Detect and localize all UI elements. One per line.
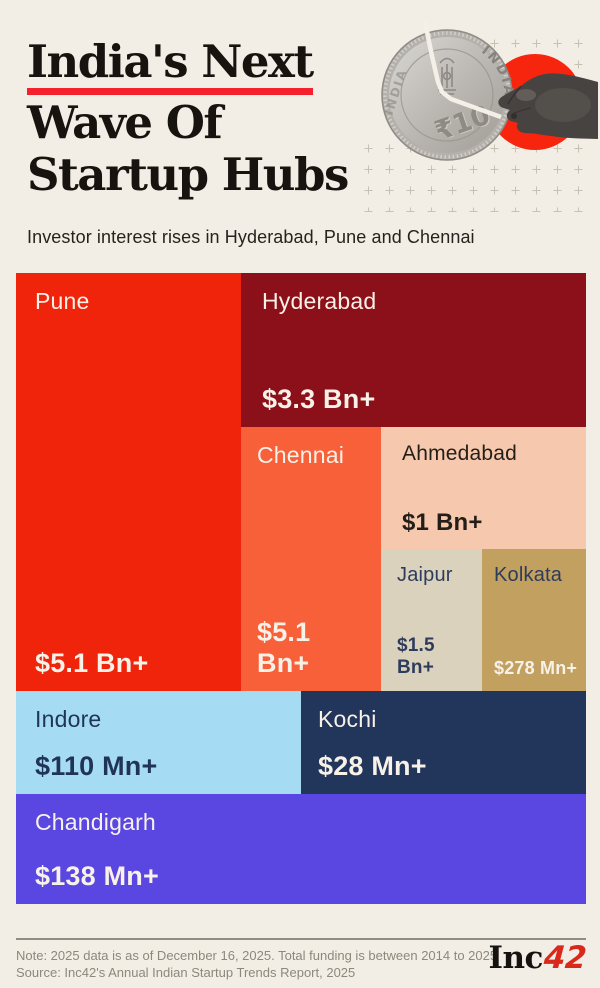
treemap-cell-kolkata: Kolkata $278 Mn+ (482, 549, 586, 691)
city-label: Ahmedabad (402, 442, 518, 465)
logo-42: 42 (542, 940, 588, 976)
city-label: Chennai (257, 442, 345, 468)
treemap-chart: Pune $5.1 Bn+ Hyderabad $3.3 Bn+ Chennai… (16, 273, 586, 904)
source-text: Source: Inc42's Annual Indian Startup Tr… (16, 965, 356, 980)
title-line-3: Startup Hubs (27, 148, 349, 201)
footer-notes: Note: 2025 data is as of December 16, 20… (16, 947, 497, 981)
city-label: Chandigarh (35, 809, 156, 835)
inc42-logo: Inc42 (488, 940, 588, 976)
funding-value: $1.5 Bn+ (397, 635, 435, 678)
city-label: Hyderabad (262, 288, 377, 314)
city-label: Pune (35, 288, 90, 314)
coin: ₹10 ₹10 INDIA INDIA (381, 29, 514, 161)
city-label: Indore (35, 706, 102, 732)
treemap-cell-chennai: Chennai $5.1 Bn+ (241, 427, 381, 691)
footer-divider (16, 938, 586, 940)
funding-value: $5.1 Bn+ (35, 648, 149, 678)
city-label: Jaipur (397, 564, 453, 586)
treemap-cell-indore: Indore $110 Mn+ (16, 691, 301, 794)
crack-line (422, 21, 502, 120)
funding-value: $138 Mn+ (35, 861, 159, 891)
note-text: Note: 2025 data is as of December 16, 20… (16, 948, 498, 963)
city-label: Kolkata (494, 564, 563, 586)
treemap-cell-chandigarh: Chandigarh $138 Mn+ (16, 794, 586, 904)
hand (498, 73, 598, 139)
page-title: India's Next Wave Of Startup Hubs (27, 36, 349, 201)
treemap-cell-ahmedabad: Ahmedabad $1 Bn+ (381, 427, 586, 549)
cracked-coin-illustration: ₹10 ₹10 INDIA INDIA (360, 21, 598, 212)
funding-value: $110 Mn+ (35, 751, 158, 781)
funding-value: $28 Mn+ (318, 751, 427, 781)
treemap-cell-jaipur: Jaipur $1.5 Bn+ (381, 549, 482, 691)
title-line-2: Wave Of (27, 96, 223, 149)
title-line-1: India's Next (27, 36, 314, 95)
treemap-cell-hyderabad: Hyderabad $3.3 Bn+ (241, 273, 586, 427)
funding-value: $3.3 Bn+ (262, 384, 376, 414)
logo-inc: Inc (488, 940, 543, 976)
funding-value: $5.1 Bn+ (257, 617, 311, 678)
chart-subtitle: Investor interest rises in Hyderabad, Pu… (27, 227, 475, 247)
city-label: Kochi (318, 706, 377, 732)
funding-value: $1 Bn+ (402, 509, 483, 536)
treemap-cell-kochi: Kochi $28 Mn+ (301, 691, 586, 794)
treemap-cell-pune: Pune $5.1 Bn+ (16, 273, 241, 691)
funding-value: $278 Mn+ (494, 658, 578, 678)
